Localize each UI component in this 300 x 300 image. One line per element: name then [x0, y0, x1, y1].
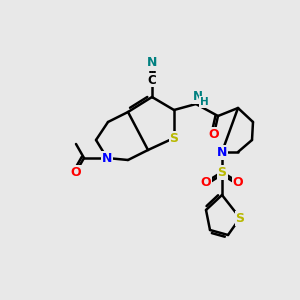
Text: N: N — [193, 91, 203, 103]
Text: O: O — [71, 166, 81, 178]
Text: N: N — [102, 152, 112, 164]
Text: O: O — [233, 176, 243, 188]
Text: O: O — [201, 176, 211, 188]
Text: N: N — [217, 146, 227, 158]
Text: H: H — [200, 97, 208, 107]
Text: C: C — [148, 74, 156, 86]
Text: S: S — [236, 212, 244, 224]
Text: N: N — [147, 56, 157, 70]
Text: S: S — [169, 131, 178, 145]
Text: O: O — [209, 128, 219, 140]
Text: S: S — [218, 166, 226, 178]
